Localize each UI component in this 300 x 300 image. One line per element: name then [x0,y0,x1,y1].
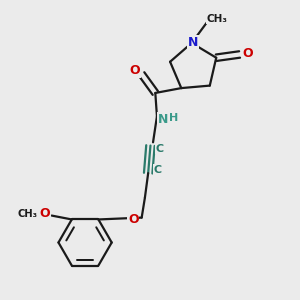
Text: CH₃: CH₃ [206,14,227,24]
Text: O: O [39,207,50,220]
Text: C: C [153,165,161,175]
Text: O: O [129,64,140,77]
Text: N: N [158,113,168,126]
Text: CH₃: CH₃ [17,209,37,219]
Text: N: N [188,35,198,49]
Text: H: H [169,112,178,123]
Text: O: O [242,47,253,60]
Text: C: C [155,144,164,154]
Text: O: O [128,213,139,226]
